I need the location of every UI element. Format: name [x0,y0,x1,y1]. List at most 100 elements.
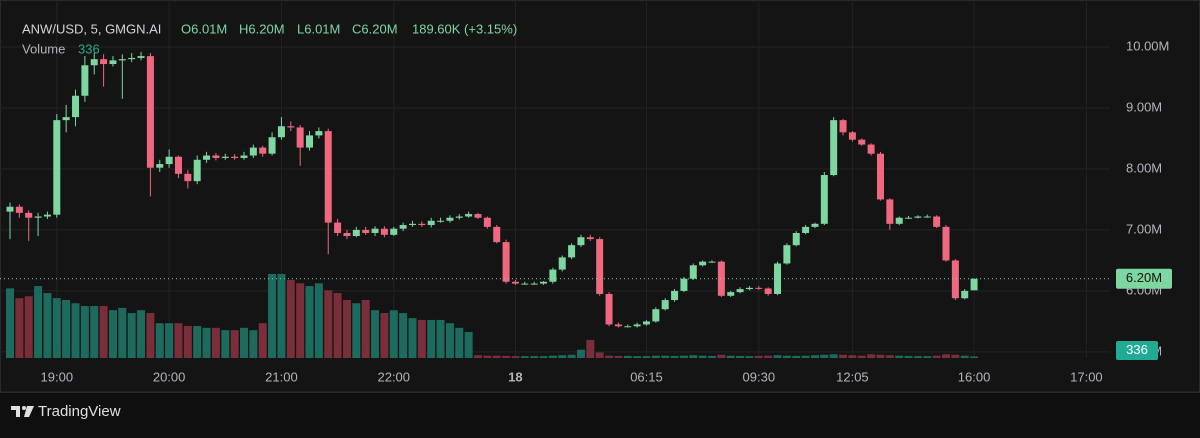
y-tick-label: 10.00M [1126,38,1169,53]
candle-body [137,56,145,58]
candle-body [671,290,679,301]
volume-bar [782,355,791,358]
volume-bar [876,354,885,358]
candle-body [62,117,70,121]
candle-body [193,159,201,182]
volume-bar [595,352,604,358]
candle-body [970,278,978,291]
candle-body [783,245,791,264]
candle-body [231,156,239,158]
candle-body [437,220,445,222]
candle-body [933,216,941,227]
volume-bar [670,355,679,358]
volume-bar [202,327,211,358]
candle-body [427,220,435,226]
brand: TradingView [38,403,121,420]
y-tick-label: 8.00M [1126,160,1162,175]
volume-bar [530,356,539,358]
volume-bar [942,354,950,358]
volume-bar [745,356,754,358]
volume-bar [174,323,183,358]
candle-body [886,199,894,224]
candle-body [221,156,229,158]
volume-bar [371,310,380,358]
volume-bar [474,355,482,358]
volume-bar [380,312,389,358]
candle-body [633,324,641,327]
candle-body [605,293,613,325]
volume-bar [34,286,43,358]
candle-body [876,153,884,200]
candle-body [72,95,80,118]
candle-body [296,127,304,148]
volume-bar [258,323,267,358]
candle-body [951,260,959,299]
candle-body [446,217,454,221]
candle-body [493,226,501,243]
candle-body [212,155,220,158]
candle-body [540,281,548,284]
candle-body [708,261,716,263]
volume-bar [848,355,857,358]
volume-bar [502,355,511,358]
candle-body [511,281,519,284]
ohlc-value: H6.20M [239,21,285,36]
volume-bar [773,355,782,358]
volume-bar [417,319,426,358]
candle-body [717,261,725,296]
volume-bar [127,312,136,358]
volume-bar [885,355,894,358]
x-tick-label: 21:00 [265,369,298,384]
candle-body [287,126,295,128]
volume-bar [155,323,164,358]
candle-body [25,212,33,218]
volume-bar [52,298,61,358]
candle-body [530,283,538,285]
volume-bar [558,355,567,358]
chart-title: ANW/USD, 5, GMGN.AI [22,21,161,36]
x-tick-label: 22:00 [377,369,410,384]
candle-body [184,173,192,182]
candle-body [118,59,126,61]
volume-bar [904,355,913,358]
volume-bar [389,310,398,358]
candle-body [549,269,557,282]
candle-body [156,164,164,168]
candle-body [652,309,660,322]
volume-bar [511,356,520,358]
candle-body [43,214,51,217]
volume-bar [62,299,71,358]
candle-body [408,223,416,226]
candle-body [923,216,931,218]
volume-bar [455,327,464,358]
volume-bar [118,307,127,358]
candle-body [240,155,248,158]
volume-bar [240,327,248,358]
candle-body [277,126,285,138]
x-tick-label: 16:00 [958,369,991,384]
candle-body [268,137,276,154]
volume-bar [445,323,454,358]
ohlc-value: L6.01M [297,21,340,36]
x-tick-label: 12:05 [836,369,869,384]
candle-body [830,120,838,176]
candle-body [371,228,379,233]
candle-body [764,288,772,294]
volume-bar [286,280,295,358]
volume-bar [932,355,941,358]
volume-bar [324,290,333,358]
volume-bar [689,355,698,358]
candle-body [334,222,342,233]
volume-bar [651,355,660,358]
candle-body [90,59,98,66]
volume-bar [923,356,932,358]
candle-body [352,229,360,237]
volume-bar [99,306,108,358]
candle-body [418,223,426,226]
volume-bar [913,356,922,358]
volume-bar [633,356,642,358]
candle-body [614,324,622,327]
volume-bar [211,327,220,358]
volume-bar [679,355,688,358]
candle-body [249,147,257,156]
